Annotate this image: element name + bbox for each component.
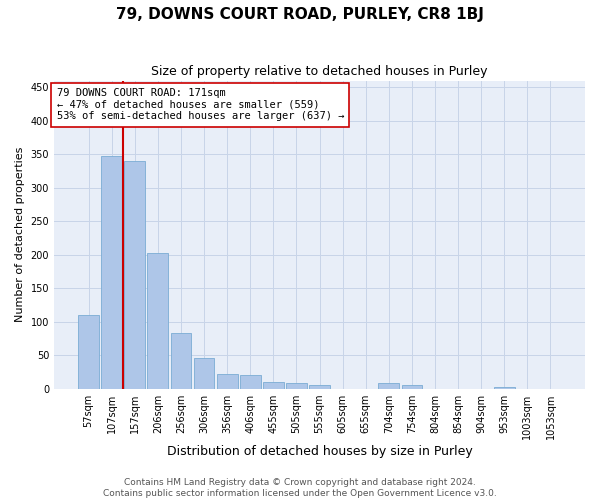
Bar	[240, 376, 260, 388]
Text: 79, DOWNS COURT ROAD, PURLEY, CR8 1BJ: 79, DOWNS COURT ROAD, PURLEY, CR8 1BJ	[116, 8, 484, 22]
Bar	[217, 374, 238, 388]
Text: 79 DOWNS COURT ROAD: 171sqm
← 47% of detached houses are smaller (559)
53% of se: 79 DOWNS COURT ROAD: 171sqm ← 47% of det…	[56, 88, 344, 122]
Y-axis label: Number of detached properties: Number of detached properties	[15, 147, 25, 322]
Bar	[309, 384, 330, 388]
Text: Contains HM Land Registry data © Crown copyright and database right 2024.
Contai: Contains HM Land Registry data © Crown c…	[103, 478, 497, 498]
Bar	[263, 382, 284, 388]
Bar	[286, 384, 307, 388]
Bar	[494, 386, 515, 388]
Bar	[101, 156, 122, 388]
Bar	[379, 384, 399, 388]
X-axis label: Distribution of detached houses by size in Purley: Distribution of detached houses by size …	[167, 444, 472, 458]
Bar	[401, 384, 422, 388]
Bar	[124, 161, 145, 388]
Bar	[148, 254, 168, 388]
Title: Size of property relative to detached houses in Purley: Size of property relative to detached ho…	[151, 65, 488, 78]
Bar	[170, 333, 191, 388]
Bar	[194, 358, 214, 388]
Bar	[78, 315, 99, 388]
